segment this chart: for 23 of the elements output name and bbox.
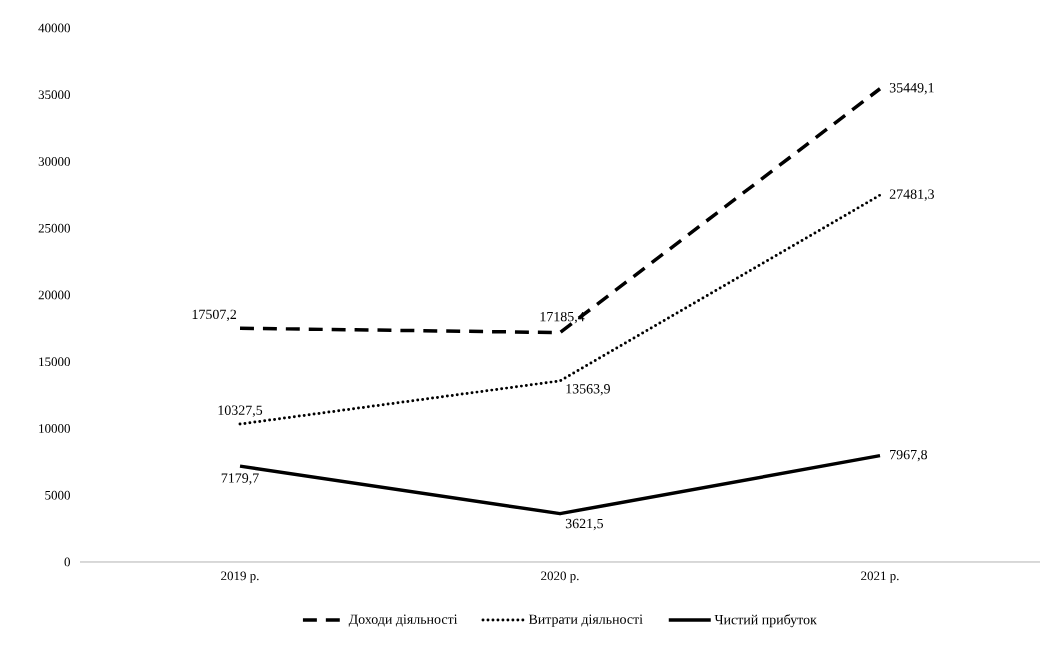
y-tick-label: 0 <box>64 557 70 567</box>
x-tick-label: 2021 р. <box>861 571 899 583</box>
x-tick-label: 2019 р. <box>221 571 259 583</box>
data-label: 7179,7 <box>221 473 259 485</box>
x-tick-label: 2020 р. <box>541 571 579 583</box>
legend-label: Доходи діяльності <box>348 614 458 627</box>
data-label: 13563,9 <box>566 384 610 396</box>
y-tick-label: 15000 <box>39 357 70 367</box>
data-label: 35449,1 <box>889 83 934 95</box>
y-tick-label: 35000 <box>38 90 70 100</box>
legend-label: Чистий прибуток <box>714 614 817 628</box>
y-tick-label: 10000 <box>39 424 70 433</box>
y-tick-label: 40000 <box>38 23 70 33</box>
data-label: 3621,5 <box>565 518 604 531</box>
data-label: 7967,8 <box>890 449 928 462</box>
data-label: 17507,2 <box>192 309 237 322</box>
legend-label: Витрати діяльності <box>528 614 643 627</box>
data-label: 10327,5 <box>218 405 263 417</box>
y-tick-label: 5000 <box>45 490 70 500</box>
data-label: 27481,3 <box>889 189 934 201</box>
y-tick-label: 20000 <box>38 290 70 300</box>
y-tick-label: 25000 <box>38 223 70 233</box>
y-tick-label: 30000 <box>38 157 70 166</box>
